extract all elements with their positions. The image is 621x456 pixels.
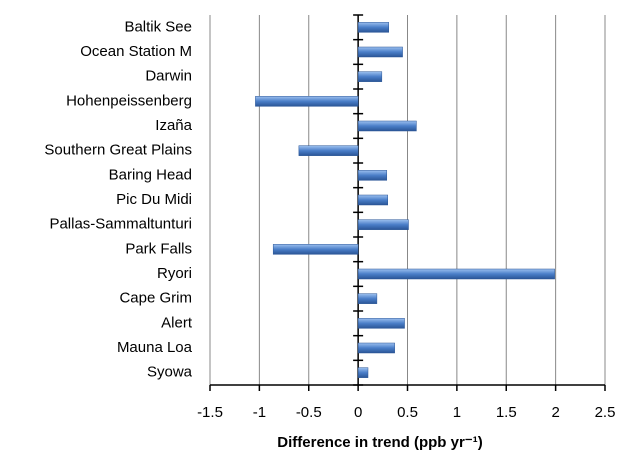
- x-tick-label: 0: [354, 404, 362, 421]
- x-tick-label: 2: [551, 404, 559, 421]
- y-tick-label: Pic Du Midi: [116, 191, 192, 208]
- y-tick-label: Alert: [161, 314, 193, 331]
- bar: [357, 268, 555, 280]
- x-tick-label: 0.5: [397, 404, 418, 421]
- y-tick-label: Hohenpeissenberg: [66, 92, 192, 109]
- x-tick-label: 1: [453, 404, 461, 421]
- bar: [357, 194, 388, 206]
- y-tick-label: Pallas-Sammaltunturi: [49, 216, 192, 233]
- x-tick-label: -1: [253, 404, 266, 421]
- y-tick-label: Cape Grim: [119, 290, 192, 307]
- y-tick-label: Park Falls: [125, 240, 192, 257]
- bar: [357, 318, 405, 329]
- bar: [255, 96, 359, 107]
- y-tick-label: Ocean Station M: [80, 43, 192, 60]
- y-tick-label: Ryori: [157, 265, 192, 282]
- bar: [357, 46, 403, 58]
- y-tick-label: Darwin: [145, 68, 192, 85]
- bar: [357, 120, 417, 132]
- y-tick-label: Baring Head: [109, 166, 192, 183]
- bar: [357, 342, 395, 354]
- bar: [298, 145, 359, 156]
- x-tick-label: 1.5: [496, 404, 517, 421]
- y-tick-label: Izaña: [155, 117, 192, 134]
- x-axis-title: Difference in trend (ppb yr⁻¹): [277, 434, 482, 451]
- y-tick-label: Syowa: [147, 364, 193, 381]
- x-tick-label: 2.5: [595, 404, 616, 421]
- bar: [357, 170, 388, 181]
- x-tick-label: -1.5: [197, 404, 223, 421]
- y-tick-label: Baltik See: [124, 18, 192, 35]
- bar: [357, 367, 369, 378]
- x-tick-label: -0.5: [296, 404, 322, 421]
- y-tick-label: Southern Great Plains: [44, 142, 192, 159]
- bar: [357, 219, 409, 230]
- bar: [272, 244, 359, 255]
- bar: [357, 22, 389, 33]
- y-tick-label: Mauna Loa: [117, 339, 193, 356]
- bar: [357, 71, 383, 82]
- bar: [357, 293, 378, 304]
